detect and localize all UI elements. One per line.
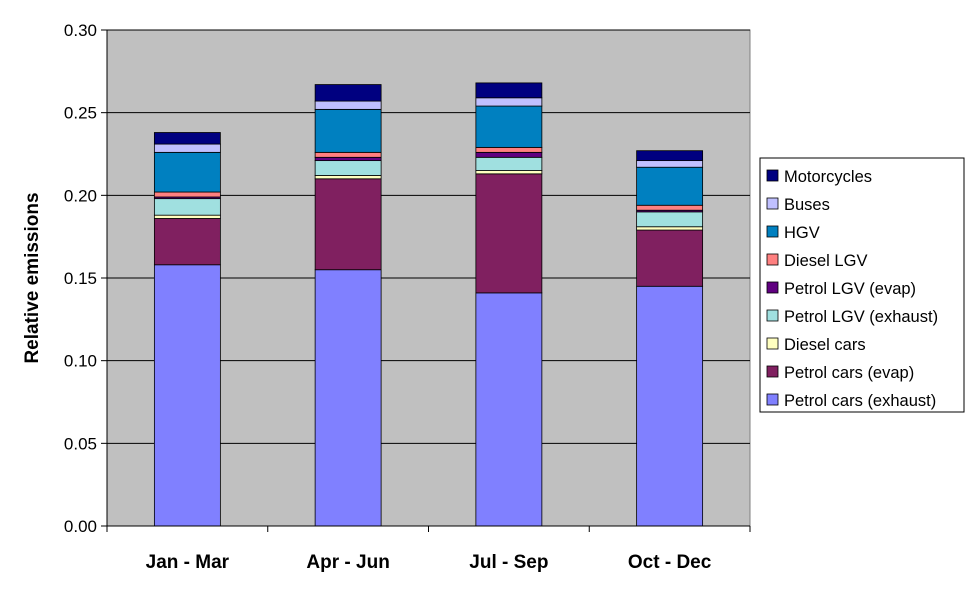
y-tick-label: 0.25 <box>64 104 97 123</box>
legend-swatch <box>766 197 779 210</box>
bar-segment <box>475 82 543 99</box>
legend-label: Petrol cars (evap) <box>784 364 914 382</box>
bar-segment <box>636 226 704 231</box>
bar-segment <box>314 108 382 153</box>
bar-segment <box>153 191 221 198</box>
bar-segment <box>153 132 221 145</box>
bar-segment <box>636 229 704 287</box>
bar-segment <box>475 146 543 153</box>
legend-label: Petrol LGV (exhaust) <box>784 308 938 326</box>
bar-segment <box>636 150 704 162</box>
bar-segment <box>636 204 704 211</box>
legend-label: Petrol cars (exhaust) <box>784 392 936 410</box>
bar-segment <box>475 170 543 175</box>
bar-segment <box>475 173 543 294</box>
legend-swatch <box>766 309 779 322</box>
x-tick-label: Jul - Sep <box>469 552 548 573</box>
x-tick-label: Oct - Dec <box>628 552 712 573</box>
bar-segment <box>475 292 543 527</box>
legend-label: Diesel cars <box>784 336 866 354</box>
legend-box <box>759 157 965 413</box>
legend-label: Buses <box>784 196 830 214</box>
legend-label: HGV <box>784 224 820 242</box>
bar-segment <box>153 151 221 193</box>
bar-segment <box>475 156 543 171</box>
bar-segment <box>153 198 221 216</box>
bar-segment <box>153 218 221 266</box>
bar-segment <box>314 100 382 110</box>
bar-segment <box>314 156 382 162</box>
y-tick-label: 0.05 <box>64 434 97 453</box>
legend-label: Motorcycles <box>784 168 872 186</box>
bar-segment <box>153 214 221 219</box>
y-tick-label: 0.10 <box>64 352 97 371</box>
x-tick-label: Jan - Mar <box>146 552 230 573</box>
bar-segment <box>314 84 382 102</box>
legend-swatch <box>766 281 779 294</box>
bar-segment <box>475 97 543 107</box>
x-tick-label: Apr - Jun <box>306 552 389 573</box>
legend-swatch <box>766 169 779 182</box>
bar-segment <box>153 143 221 153</box>
axes: 0.00 0.05 0.10 0.15 0.20 0.25 0.30 Jan - Mar Apr… <box>64 21 751 573</box>
bar-segment <box>636 211 704 228</box>
y-tick-label: 0.30 <box>64 21 97 40</box>
bar-segment <box>475 151 543 158</box>
legend-label: Petrol LGV (evap) <box>784 280 916 298</box>
legend-swatch <box>766 337 779 350</box>
legend-swatch <box>766 393 779 406</box>
bar-segment <box>475 105 543 148</box>
bar-segment <box>314 160 382 176</box>
y-tick-label: 0.15 <box>64 269 97 288</box>
y-axis-title: Relative emissions <box>22 192 43 363</box>
y-tick-label: 0.00 <box>64 517 97 536</box>
legend-label: Diesel LGV <box>784 252 867 270</box>
legend-swatch <box>766 253 779 266</box>
bar-segment <box>314 178 382 271</box>
legend-swatch <box>766 365 779 378</box>
bar-segment <box>314 151 382 158</box>
legend-swatch <box>766 225 779 238</box>
bar-segment <box>314 175 382 180</box>
bar-segment <box>153 264 221 527</box>
legend: Motorcycles Buses HGV Diesel LGV Petrol LGV … <box>759 157 965 413</box>
bar-segment <box>314 269 382 527</box>
y-tick-label: 0.20 <box>64 186 97 205</box>
bar-segment <box>636 285 704 527</box>
bar-segment <box>636 166 704 206</box>
bars <box>153 82 704 527</box>
bar-segment <box>636 160 704 168</box>
